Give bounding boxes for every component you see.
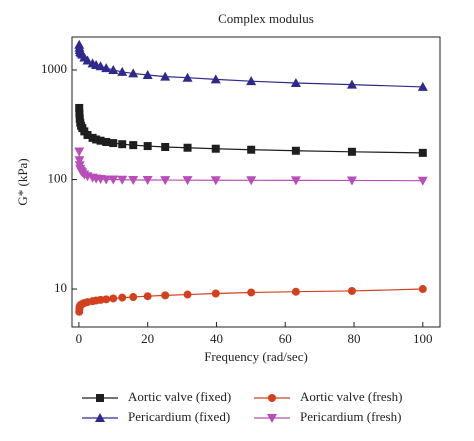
marker xyxy=(142,69,153,79)
marker xyxy=(291,146,300,155)
marker xyxy=(142,175,153,185)
legend-label: Pericardium (fresh) xyxy=(300,409,401,424)
x-tick-label: 0 xyxy=(76,331,83,346)
marker xyxy=(246,176,257,186)
marker xyxy=(160,176,171,186)
marker xyxy=(291,287,300,296)
marker xyxy=(418,148,427,157)
legend-marker xyxy=(268,394,276,402)
marker xyxy=(118,140,127,149)
marker xyxy=(129,141,138,150)
x-axis-label: Frequency (rad/sec) xyxy=(204,349,308,364)
marker xyxy=(211,289,220,298)
y-axis-label: G* (kPa) xyxy=(15,158,30,205)
marker xyxy=(247,288,256,297)
marker xyxy=(117,175,128,185)
marker xyxy=(247,145,256,154)
legend-label: Aortic valve (fresh) xyxy=(300,389,403,404)
marker xyxy=(161,143,170,152)
marker xyxy=(246,76,257,86)
marker xyxy=(182,72,193,82)
legend-marker xyxy=(267,414,277,423)
marker xyxy=(108,175,119,185)
marker xyxy=(75,109,84,118)
marker xyxy=(417,81,428,91)
marker xyxy=(108,64,119,74)
marker xyxy=(92,135,101,144)
marker xyxy=(83,130,92,139)
chart-title: Complex modulus xyxy=(218,11,314,26)
marker xyxy=(109,294,118,303)
marker xyxy=(129,293,138,302)
marker xyxy=(182,176,193,186)
marker xyxy=(183,143,192,152)
legend-marker xyxy=(96,394,104,402)
marker xyxy=(346,176,357,186)
marker xyxy=(290,78,301,88)
marker xyxy=(290,176,301,186)
marker xyxy=(74,156,85,166)
marker xyxy=(161,291,170,300)
marker xyxy=(183,290,192,299)
x-tick-label: 60 xyxy=(279,331,292,346)
marker xyxy=(75,114,84,123)
x-tick-label: 80 xyxy=(348,331,361,346)
marker xyxy=(109,139,118,148)
marker xyxy=(210,74,221,84)
marker xyxy=(346,79,357,89)
x-tick-label: 100 xyxy=(413,331,433,346)
marker xyxy=(75,103,84,112)
legend-label: Pericardium (fixed) xyxy=(128,409,230,424)
marker xyxy=(95,61,106,71)
marker xyxy=(347,286,356,295)
marker xyxy=(82,55,93,65)
marker xyxy=(143,292,152,301)
marker xyxy=(128,68,139,78)
plot-frame xyxy=(71,36,441,328)
y-tick-label: 100 xyxy=(48,170,68,185)
legend-label: Aortic valve (fixed) xyxy=(128,389,231,404)
y-tick-label: 1000 xyxy=(41,61,67,76)
marker xyxy=(160,71,171,81)
legend-marker xyxy=(95,413,105,422)
marker xyxy=(418,285,427,294)
marker xyxy=(101,63,112,73)
marker xyxy=(118,293,127,302)
marker xyxy=(74,147,85,157)
marker xyxy=(211,144,220,153)
marker xyxy=(101,175,112,185)
x-tick-label: 40 xyxy=(210,331,223,346)
marker xyxy=(143,142,152,151)
marker xyxy=(102,295,111,304)
x-tick-label: 20 xyxy=(141,331,154,346)
marker xyxy=(96,136,105,145)
marker xyxy=(347,147,356,156)
y-tick-label: 10 xyxy=(54,280,67,295)
marker xyxy=(417,176,428,186)
marker xyxy=(210,176,221,186)
marker xyxy=(117,66,128,76)
marker xyxy=(128,175,139,185)
marker xyxy=(102,137,111,146)
